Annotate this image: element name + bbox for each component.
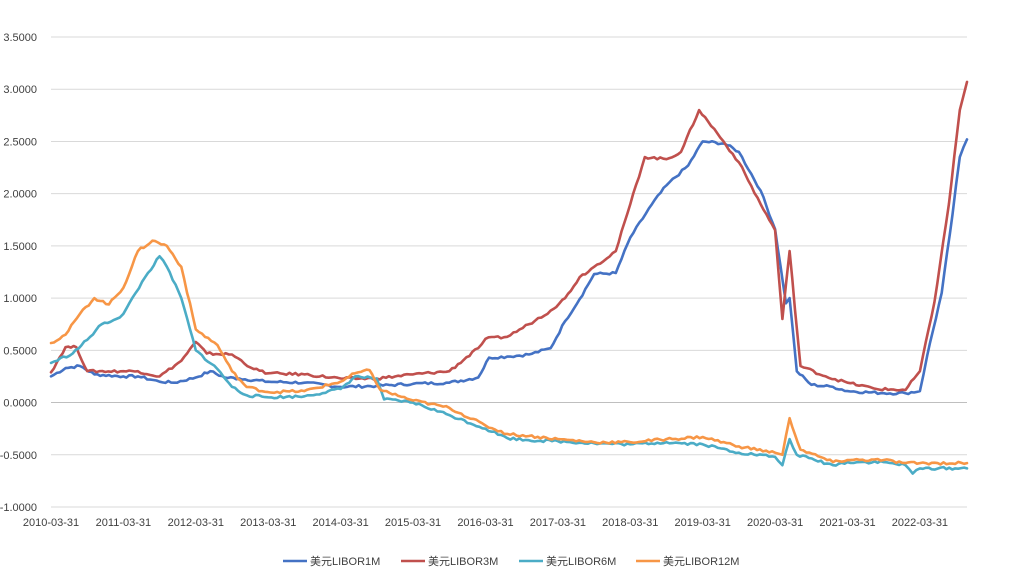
y-tick-label: 0.5000 xyxy=(3,345,37,357)
x-tick-label: 2017-03-31 xyxy=(530,517,586,529)
legend-label: 美元LIBOR3M xyxy=(428,555,498,568)
x-tick-label: 2013-03-31 xyxy=(240,517,296,529)
legend-label: 美元LIBOR12M xyxy=(663,555,739,568)
series-lines xyxy=(49,80,969,475)
legend-item[interactable]: 美元LIBOR3M xyxy=(401,555,498,568)
y-tick-label: 1.0000 xyxy=(3,293,37,305)
x-tick-label: 2011-03-31 xyxy=(96,517,151,529)
x-tick-label: 2012-03-31 xyxy=(168,517,224,529)
x-tick-label: 2021-03-31 xyxy=(819,517,875,529)
legend-item[interactable]: 美元LIBOR1M xyxy=(283,555,380,568)
y-tick-label: 3.0000 xyxy=(3,84,37,96)
y-tick-label: 3.5000 xyxy=(3,32,37,44)
x-tick-label: 2010-03-31 xyxy=(23,517,79,529)
y-tick-label: 0.0000 xyxy=(3,398,37,410)
y-tick-label: -0.5000 xyxy=(0,450,37,462)
y-tick-label: 1.5000 xyxy=(3,241,37,253)
y-tick-label: 2.0000 xyxy=(3,189,37,201)
x-axis-tick-labels: 2010-03-31 2011-03-31 2012-03-31 2013-03-31… xyxy=(23,517,948,529)
legend-item[interactable]: 美元LIBOR12M xyxy=(636,555,739,568)
x-tick-label: 2020-03-31 xyxy=(747,517,803,529)
series-line-2 xyxy=(49,80,969,392)
x-tick-label: 2015-03-31 xyxy=(385,517,441,529)
series-line-1 xyxy=(49,138,969,396)
legend-item[interactable]: 美元LIBOR6M xyxy=(519,555,616,568)
legend[interactable]: 美元LIBOR1M 美元LIBOR3M 美元LIBOR6M 美元LIBOR12M xyxy=(283,555,739,568)
x-tick-label: 2019-03-31 xyxy=(675,517,731,529)
x-tick-label: 2014-03-31 xyxy=(313,517,369,529)
x-tick-label: 2022-03-31 xyxy=(892,517,948,529)
series-line-4 xyxy=(49,239,969,466)
x-tick-label: 2018-03-31 xyxy=(602,517,658,529)
x-tick-label: 2016-03-31 xyxy=(457,517,513,529)
series-line-3 xyxy=(49,255,969,475)
y-axis-tick-labels: 3.5000 3.0000 2.5000 2.0000 1.5000 1.0000 0.50… xyxy=(0,32,37,514)
legend-label: 美元LIBOR6M xyxy=(546,555,616,568)
gridlines xyxy=(51,36,967,508)
legend-label: 美元LIBOR1M xyxy=(310,555,380,568)
y-tick-label: -1.0000 xyxy=(0,502,37,514)
y-tick-label: 2.5000 xyxy=(3,136,37,148)
